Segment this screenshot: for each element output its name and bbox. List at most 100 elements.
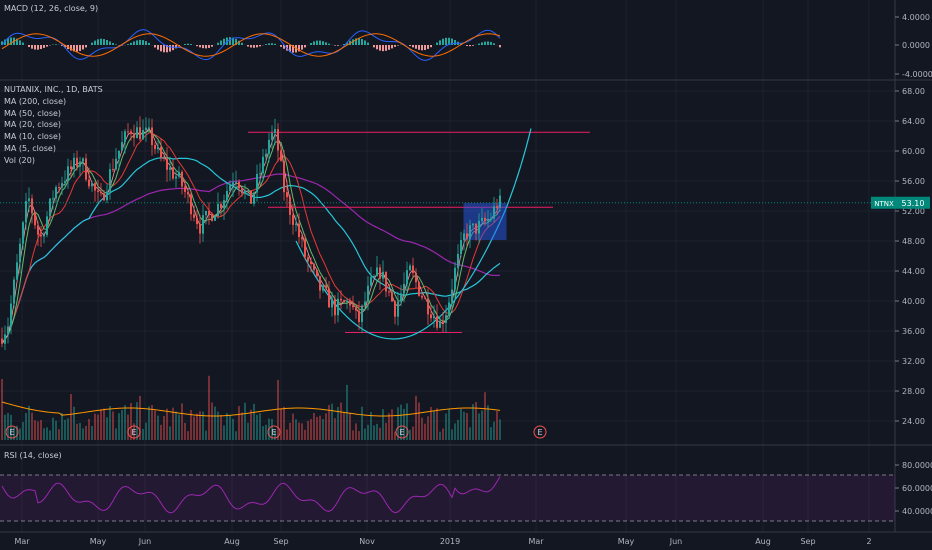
price-legend-ma10[interactable]: MA (10, close) (4, 132, 62, 142)
candle-body (322, 285, 324, 291)
candle-body (154, 145, 156, 150)
candle-body (202, 215, 204, 234)
candle-body (394, 301, 396, 317)
macd-histogram-bar (199, 45, 201, 48)
candle-body (4, 334, 6, 344)
volume-bar (292, 413, 294, 440)
candle-body (337, 298, 339, 316)
candle-body (250, 190, 252, 204)
candle-body (406, 270, 408, 284)
candle-body (142, 129, 144, 140)
macd-histogram-bar (493, 43, 495, 45)
volume-bar (43, 428, 45, 440)
candle-body (496, 206, 498, 208)
candle-body (160, 147, 162, 158)
volume-bar (214, 406, 216, 440)
volume-bar (7, 412, 9, 440)
price-legend-ma5[interactable]: MA (5, close) (4, 143, 56, 153)
macd-panel[interactable] (1, 29, 501, 61)
volume-bar (325, 413, 327, 440)
candle-body (214, 216, 216, 221)
rsi-panel[interactable] (0, 474, 895, 522)
time-axis[interactable]: Mar May Jun Aug Sep Nov 2019 Mar May Jun Aug Sep 2 (14, 537, 871, 546)
volume-bars (1, 375, 501, 440)
candle-body (247, 190, 249, 192)
rsi-line (1, 476, 501, 514)
macd-histogram-bar (436, 42, 438, 45)
macd-histogram-bar (397, 45, 399, 46)
macd-histogram-bar (112, 42, 114, 45)
candle-body (16, 262, 18, 280)
candle-body (112, 169, 114, 171)
macd-axis-label: 0.0000 (902, 41, 930, 50)
candlesticks[interactable] (1, 116, 501, 351)
macd-histogram-bar (343, 43, 345, 45)
volume-bar (172, 407, 174, 440)
price-badge-label: 53.10 (902, 199, 925, 208)
candle-body (325, 285, 327, 289)
volume-bar (448, 409, 450, 440)
candle-body (211, 214, 213, 221)
macd-histogram-bar (127, 44, 129, 45)
macd-histogram-bar (91, 42, 93, 45)
macd-histogram-bar (382, 45, 384, 52)
candle-body (484, 217, 486, 222)
candle-body (289, 197, 291, 215)
volume-bar (181, 403, 183, 440)
candle-body (187, 191, 189, 195)
cup-pattern-curve (295, 128, 532, 340)
volume-bar (358, 431, 360, 440)
candle-body (64, 181, 66, 184)
price-legend-volume[interactable]: Vol (20) (4, 155, 35, 165)
volume-bar (373, 425, 375, 440)
volume-bar (112, 411, 114, 440)
volume-bar (145, 422, 147, 440)
candle-body (199, 224, 201, 234)
macd-histogram-bar (148, 42, 150, 45)
volume-bar (493, 421, 495, 440)
volume-bar (472, 404, 474, 440)
macd-histogram-bar (478, 43, 480, 45)
volume-bar (88, 418, 90, 440)
volume-bar (280, 408, 282, 440)
candle-body (49, 198, 51, 217)
candle-body (451, 289, 453, 303)
candle-body (181, 171, 183, 187)
time-axis-label: Jun (138, 537, 152, 546)
volume-bar (343, 412, 345, 440)
candle-body (259, 173, 261, 175)
volume-bar (106, 417, 108, 440)
volume-bar (178, 414, 180, 440)
price-legend-ma20[interactable]: MA (20, close) (4, 120, 62, 130)
candle-body (97, 190, 99, 193)
volume-bar (379, 427, 381, 440)
macd-histogram-bar (211, 45, 213, 47)
macd-histogram-bar (196, 45, 198, 47)
candle-body (277, 129, 279, 151)
candle-body (274, 129, 276, 134)
macd-histogram-bar (85, 45, 87, 48)
macd-histogram-bar (79, 45, 81, 51)
volume-bar (211, 402, 213, 440)
macd-histogram-bar (202, 45, 204, 49)
volume-bar (331, 403, 333, 440)
candle-body (418, 282, 420, 296)
volume-bar (391, 409, 393, 440)
price-axis-label: 64.00 (902, 117, 925, 126)
earnings-marker-icon (267, 425, 281, 439)
price-legend-ma200[interactable]: MA (200, close) (4, 96, 67, 106)
volume-bar (136, 402, 138, 440)
candle-body (388, 291, 390, 293)
candle-body (454, 267, 456, 290)
price-axis[interactable]: 4.0000 0.0000 -4.0000 68.00 64.00 60.00 56.00 5… (871, 13, 932, 516)
candle-body (7, 326, 9, 335)
candle-body (271, 133, 273, 140)
macd-histogram-bar (55, 44, 57, 45)
price-legend-ma50[interactable]: MA (50, close) (4, 108, 62, 118)
macd-histogram-bar (358, 38, 360, 45)
macd-histogram-bar (442, 38, 444, 45)
price-legend-symbol[interactable]: NUTANIX, INC., 1D, BATS (4, 85, 103, 94)
price-axis-label: 48.00 (902, 237, 925, 246)
